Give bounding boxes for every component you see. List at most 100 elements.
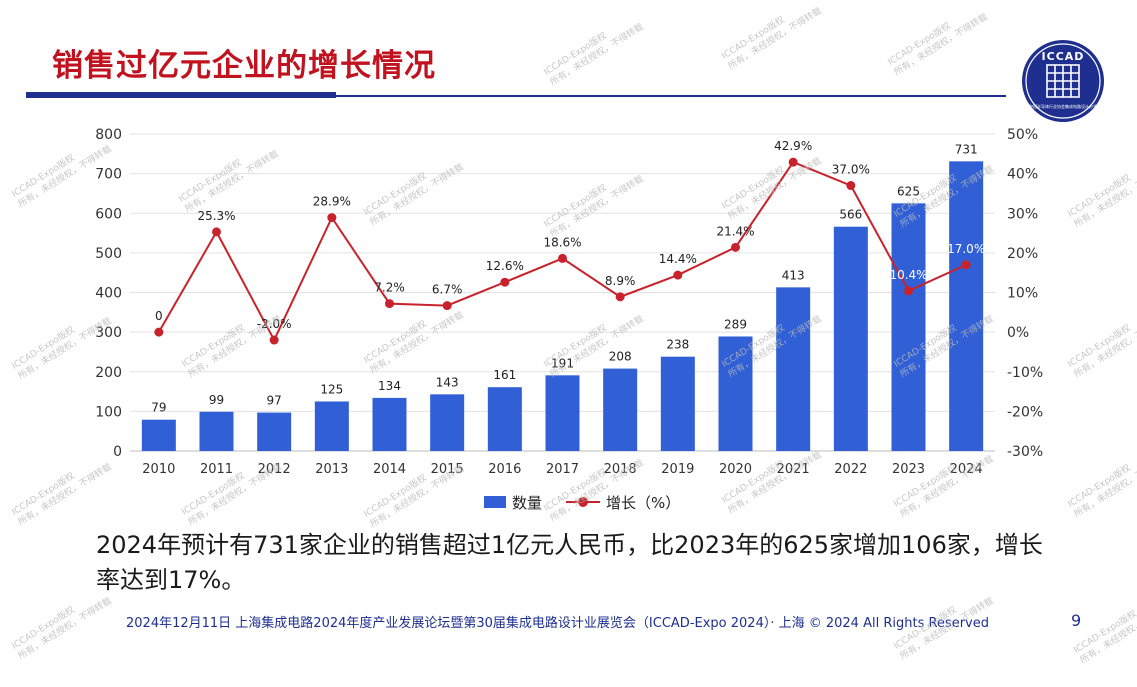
x-tick-label: 2023 — [892, 462, 925, 477]
growth-value-label: 25.3% — [197, 209, 235, 223]
growth-point — [385, 299, 394, 309]
chart-legend: 数量 增长（%） — [484, 491, 680, 513]
bar — [372, 397, 407, 451]
growth-point — [846, 181, 856, 191]
slide-title: 销售过亿元企业的增长情况 — [52, 48, 436, 84]
bar-value-label: 125 — [320, 382, 343, 396]
bar — [487, 387, 522, 451]
bar — [891, 203, 926, 451]
x-tick-label: 2012 — [258, 462, 291, 477]
bar — [833, 226, 868, 451]
growth-value-label: 28.9% — [313, 195, 351, 209]
logo-subtext: 中国半导体行业协会集成电路设计分会 — [1029, 103, 1097, 109]
bar — [603, 368, 638, 451]
growth-value-label: 8.9% — [605, 274, 636, 288]
bar — [545, 375, 580, 451]
footer-text: 2024年12月11日 上海集成电路2024年度产业发展论坛暨第30届集成电路设… — [126, 616, 989, 631]
y-right-tick-label: 0% — [1007, 325, 1029, 341]
growth-point — [269, 335, 279, 345]
growth-value-label: 12.6% — [486, 259, 524, 273]
bar — [199, 411, 234, 451]
iccad-logo: ICCAD 中国半导体行业协会集成电路设计分会 — [1022, 40, 1104, 122]
growth-point — [731, 242, 740, 252]
x-tick-label: 2021 — [777, 462, 810, 477]
growth-value-label: 42.9% — [774, 139, 812, 153]
bar — [314, 401, 349, 451]
growth-value-label: 14.4% — [659, 252, 697, 266]
growth-value-label: 10.4% — [889, 268, 927, 282]
growth-value-label: -2.0% — [257, 317, 292, 331]
y-right-tick-label: -30% — [1007, 444, 1043, 460]
growth-value-label: 18.6% — [543, 235, 581, 249]
growth-point — [442, 301, 452, 311]
sales-chart: 0 100 200 300 400 500 600 700 800 -30% -20% -10% 0% 1… — [95, 127, 1043, 477]
y-right-tick-label: -10% — [1007, 365, 1043, 381]
y-left-tick-label: 100 — [95, 404, 122, 420]
bar — [660, 356, 695, 451]
y-left-tick-label: 300 — [95, 325, 122, 341]
growth-value-label: 0 — [155, 309, 163, 323]
bar — [718, 336, 753, 451]
y-left-tick-label: 500 — [95, 246, 122, 262]
x-tick-label: 2016 — [488, 462, 521, 477]
y-right-tick-label: 30% — [1007, 206, 1038, 222]
bar-value-label: 208 — [609, 350, 632, 364]
bar — [430, 394, 465, 451]
growth-value-label: 21.4% — [716, 224, 754, 238]
bar — [776, 287, 811, 451]
bar-value-label: 191 — [551, 356, 574, 370]
title-underline-thin — [336, 95, 1006, 97]
growth-point — [961, 260, 971, 270]
x-tick-label: 2022 — [834, 462, 867, 477]
bar-value-label: 566 — [839, 208, 862, 222]
growth-value-label: 37.0% — [832, 163, 870, 177]
y-right-tick-label: -20% — [1007, 404, 1043, 420]
growth-point — [212, 227, 221, 237]
x-tick-label: 2011 — [200, 462, 233, 477]
growth-value-label: 17.0% — [947, 242, 985, 256]
logo-text: ICCAD — [1042, 50, 1085, 63]
growth-point — [154, 327, 164, 337]
title-underline-thick — [26, 92, 336, 98]
bar-value-label: 413 — [782, 268, 805, 282]
bar-value-label: 79 — [151, 401, 166, 415]
x-tick-label: 2014 — [373, 462, 406, 477]
x-tick-label: 2019 — [661, 462, 694, 477]
y-left-tick-label: 700 — [95, 167, 122, 183]
y-right-tick-label: 50% — [1007, 127, 1038, 143]
bar-value-label: 134 — [378, 379, 401, 393]
bar — [141, 419, 176, 451]
x-tick-label: 2024 — [950, 462, 983, 477]
bar-value-label: 97 — [267, 394, 282, 408]
y-left-tick-label: 0 — [113, 444, 122, 460]
growth-value-label: 7.2% — [374, 281, 405, 295]
page-number: 9 — [1071, 611, 1082, 630]
x-tick-label: 2010 — [142, 462, 175, 477]
legend-line-swatch — [566, 496, 601, 508]
y-right-tick-label: 10% — [1007, 286, 1038, 302]
legend-bar-swatch — [484, 496, 506, 508]
growth-point — [904, 286, 913, 296]
summary-text: 2024年预计有731家企业的销售超过1亿元人民币，比2023年的625家增加1… — [96, 531, 1043, 594]
legend-bar-label: 数量 — [512, 493, 543, 512]
x-tick-label: 2017 — [546, 462, 579, 477]
bar-value-label: 625 — [897, 184, 920, 198]
y-left-tick-label: 600 — [95, 206, 122, 222]
growth-value-label: 6.7% — [432, 283, 463, 297]
bar-value-label: 99 — [209, 393, 224, 407]
y-left-tick-label: 800 — [95, 127, 122, 143]
x-tick-label: 2020 — [719, 462, 752, 477]
y-left-tick-label: 400 — [95, 286, 122, 302]
growth-point — [500, 277, 510, 287]
y-left-tick-label: 200 — [95, 365, 122, 381]
bar-value-label: 731 — [955, 142, 978, 156]
y-right-tick-label: 40% — [1007, 167, 1038, 183]
bar-value-label: 143 — [436, 375, 459, 389]
x-tick-label: 2018 — [604, 462, 637, 477]
bar — [257, 412, 292, 451]
x-tick-label: 2015 — [431, 462, 464, 477]
bar-value-label: 289 — [724, 317, 747, 331]
legend-line-label: 增长（%） — [606, 493, 681, 512]
bar-value-label: 238 — [666, 338, 689, 352]
growth-point — [558, 253, 567, 263]
